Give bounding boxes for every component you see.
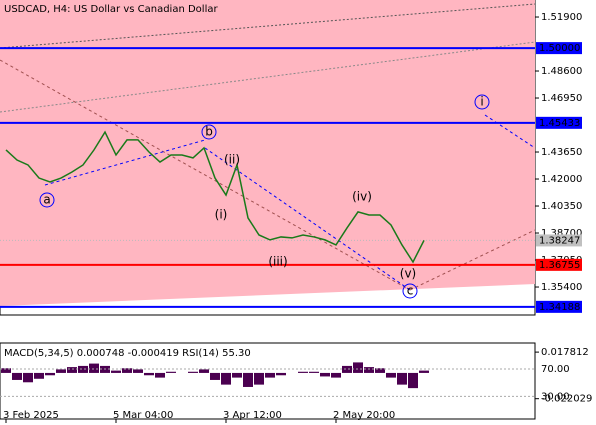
wave-label: c — [407, 284, 414, 298]
wave-marker — [474, 94, 490, 110]
channel-line — [0, 3, 536, 49]
wave-label: (i) — [215, 208, 228, 222]
wave-label: (iv) — [352, 190, 372, 204]
macd-bar — [353, 362, 363, 373]
macd-bar — [78, 365, 88, 373]
y-tick-label: 1.35400 — [541, 282, 582, 293]
macd-bar — [309, 371, 319, 373]
macd-bar — [386, 372, 396, 378]
macd-bar — [419, 370, 429, 373]
x-tick-label: 2 May 20:00 — [333, 410, 395, 421]
indicator-frame — [0, 342, 536, 420]
wave-label: i — [480, 95, 483, 109]
wave-marker — [201, 124, 217, 140]
macd-bar — [210, 372, 220, 380]
y-tick-label: -0.022029 — [541, 394, 592, 405]
x-tick-label: 5 Mar 04:00 — [113, 410, 173, 421]
macd-bar — [56, 369, 66, 373]
chart-title: USDCAD, H4: US Dollar vs Canadian Dollar — [4, 4, 218, 15]
macd-bar — [221, 372, 231, 385]
macd-bar — [111, 370, 121, 373]
y2-tick-label: 70.00 — [541, 364, 570, 375]
y-tick-label: 1.51900 — [541, 12, 582, 23]
y-tick-label: 0.017812 — [541, 347, 589, 358]
macd-bar — [45, 372, 55, 376]
y-tick-label: 1.43650 — [541, 147, 582, 158]
wave-marker — [39, 192, 55, 208]
y-tick-label: 1.42000 — [541, 174, 582, 185]
macd-bar — [298, 371, 308, 373]
macd-bar — [342, 365, 352, 373]
channel-line — [0, 41, 536, 113]
macd-bar — [188, 371, 198, 373]
level-tag — [536, 300, 582, 313]
wave-label: (v) — [400, 267, 416, 281]
macd-bar — [199, 369, 209, 373]
macd-bar — [67, 367, 77, 373]
x-tick-label: 3 Feb 2025 — [3, 410, 59, 421]
trend-line — [44, 139, 206, 186]
level-label: 1.45433 — [539, 118, 580, 129]
macd-bar — [331, 372, 341, 378]
level-label: 1.36755 — [539, 260, 580, 271]
price-tag — [536, 234, 582, 247]
macd-bar — [12, 372, 22, 380]
wave-label: b — [205, 125, 213, 139]
macd-bar — [232, 372, 242, 378]
indicator-title: MACD(5,34,5) 0.000748 -0.000419 RSI(14) … — [4, 348, 251, 359]
macd-bar — [155, 372, 165, 378]
macd-bar — [243, 372, 253, 387]
macd-bar — [276, 372, 286, 376]
wave-label: a — [43, 193, 50, 207]
macd-bar — [1, 368, 11, 373]
y-tick-label: 1.38700 — [541, 228, 582, 239]
wave-label: (iii) — [268, 255, 287, 269]
trend-line — [484, 114, 536, 149]
wave-label: (ii) — [224, 153, 240, 167]
level-label: 1.50000 — [539, 43, 580, 54]
macd-bar — [397, 372, 407, 385]
price-label: 1.38247 — [539, 235, 580, 246]
trend-line — [0, 59, 411, 291]
macd-bar — [23, 372, 33, 383]
macd-bar — [89, 363, 99, 373]
macd-bar — [166, 371, 176, 373]
macd-bar — [34, 372, 44, 379]
macd-bar — [144, 372, 154, 376]
price-line — [5, 130, 425, 264]
channel-fill — [0, 0, 535, 306]
y2-tick-label: 30.00 — [541, 391, 570, 402]
wave-marker — [402, 283, 418, 299]
macd-bar — [122, 368, 132, 373]
macd-bar — [320, 372, 330, 377]
y-tick-label: 1.48600 — [541, 66, 582, 77]
x-tick-label: 3 Apr 12:00 — [223, 410, 282, 421]
level-tag — [536, 116, 582, 129]
macd-bar — [133, 369, 143, 373]
macd-bar — [408, 372, 418, 389]
level-tag — [536, 42, 582, 55]
level-label: 1.34188 — [539, 302, 580, 313]
trend-line — [409, 229, 536, 291]
y-tick-label: 1.46950 — [541, 93, 582, 104]
y-tick-label: 1.40350 — [541, 201, 582, 212]
macd-bar — [265, 372, 275, 378]
level-tag — [536, 258, 582, 271]
macd-bar — [375, 368, 385, 373]
macd-bar — [364, 367, 374, 373]
macd-bar — [254, 372, 264, 385]
